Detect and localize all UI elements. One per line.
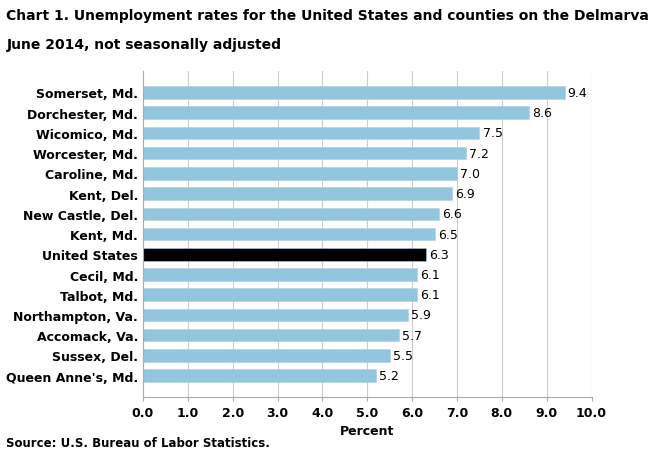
Bar <box>143 370 376 382</box>
Bar <box>143 87 565 99</box>
Text: 7.5: 7.5 <box>482 127 502 140</box>
Text: 6.6: 6.6 <box>442 208 462 221</box>
Bar <box>143 188 452 200</box>
Text: 5.2: 5.2 <box>380 369 399 382</box>
X-axis label: Percent: Percent <box>340 424 395 437</box>
Bar <box>143 147 466 160</box>
Text: 7.2: 7.2 <box>469 147 489 160</box>
Bar <box>143 249 426 261</box>
Bar <box>143 329 398 342</box>
Text: 6.1: 6.1 <box>420 289 439 302</box>
Text: 5.5: 5.5 <box>393 349 413 362</box>
Bar <box>143 208 439 221</box>
Text: June 2014, not seasonally adjusted: June 2014, not seasonally adjusted <box>6 38 281 52</box>
Text: 6.5: 6.5 <box>437 228 458 241</box>
Bar <box>143 309 408 322</box>
Bar <box>143 168 457 180</box>
Text: 9.4: 9.4 <box>567 87 588 100</box>
Text: 8.6: 8.6 <box>532 107 552 120</box>
Bar <box>143 269 417 281</box>
Text: 5.9: 5.9 <box>411 309 431 322</box>
Text: Source: U.S. Bureau of Labor Statistics.: Source: U.S. Bureau of Labor Statistics. <box>6 436 270 449</box>
Text: 5.7: 5.7 <box>402 329 422 342</box>
Text: 6.3: 6.3 <box>429 248 448 261</box>
Bar <box>143 228 435 241</box>
Bar <box>143 107 528 120</box>
Bar <box>143 289 417 301</box>
Bar <box>143 127 480 140</box>
Text: 7.0: 7.0 <box>460 167 480 180</box>
Text: 6.9: 6.9 <box>456 188 475 201</box>
Bar <box>143 350 390 362</box>
Text: 6.1: 6.1 <box>420 268 439 281</box>
Text: Chart 1. Unemployment rates for the United States and counties on the Delmarva P: Chart 1. Unemployment rates for the Unit… <box>6 9 650 23</box>
